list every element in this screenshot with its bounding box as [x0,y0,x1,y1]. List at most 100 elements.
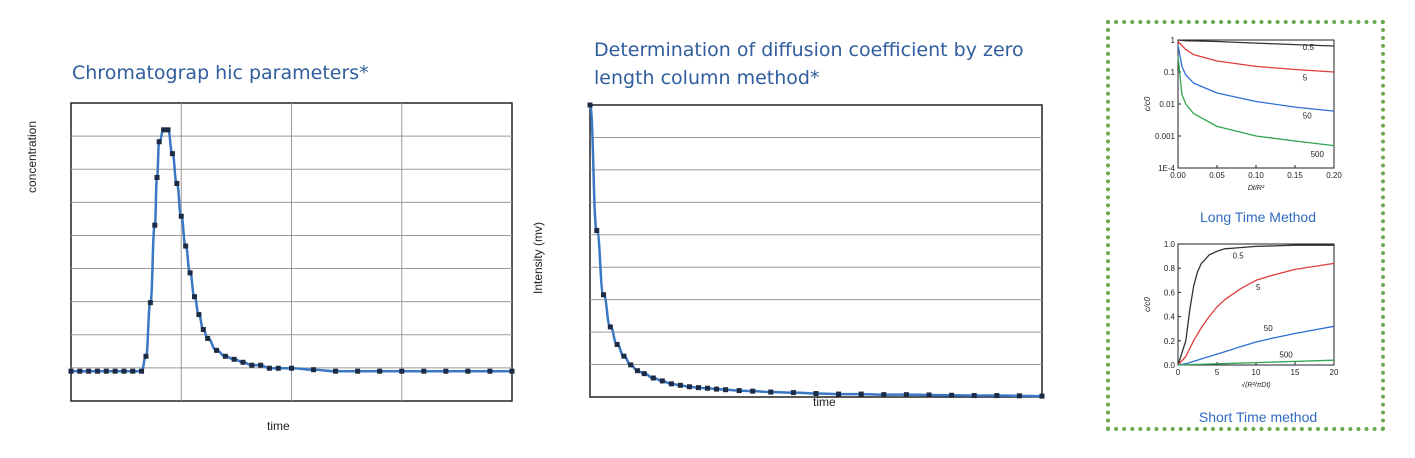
data-point [258,362,264,368]
series-line-500 [1177,56,1335,147]
data-point [601,292,607,298]
y-tick-label: 1E-4 [1158,164,1175,173]
diffusion-zlc-chart [587,102,1045,399]
data-point [68,368,74,374]
y-axis-label: c/c0 [1143,297,1152,312]
data-point [790,390,796,396]
data-point [465,368,471,374]
data-point [614,341,620,347]
x-tick-label: 0 [1176,368,1181,377]
data-point [121,368,127,374]
data-point [650,375,656,381]
data-point [1016,393,1022,399]
data-point [152,222,158,228]
data-point [705,385,711,391]
data-point [112,368,118,374]
data-point [750,388,756,394]
data-point [587,102,593,108]
x-tick-label: 0.00 [1170,171,1186,180]
data-point [196,312,202,318]
series-line-5 [1177,41,1335,73]
data-point [634,368,640,374]
data-point [949,392,955,398]
data-point [77,368,83,374]
x-tick-label: 15 [1291,368,1300,377]
series-label: 5 [1256,283,1261,292]
data-point [1039,393,1045,399]
x-tick-label: 0.05 [1209,171,1225,180]
data-point [94,368,100,374]
series-line-5 [1177,262,1335,366]
data-point [695,385,701,391]
chart1-xlabel: time [267,419,290,433]
x-axis-label: √(R²/πDt) [1241,381,1271,389]
data-point [509,368,515,374]
data-point [169,151,175,157]
data-point [205,335,211,341]
data-point [355,368,361,374]
x-tick-label: 0.20 [1326,171,1342,180]
data-point [621,353,627,359]
y-tick-label: 0.0 [1164,361,1176,370]
series-line-0-5 [1177,244,1334,366]
long-time-method-caption: Long Time Method [1200,209,1316,225]
series-line-500 [1177,359,1335,366]
data-point [240,359,246,365]
chart1-ylabel: concentration [25,120,39,194]
x-tick-label: 10 [1252,368,1261,377]
data-point [311,367,317,373]
series-label: 50 [1303,112,1312,121]
data-point [903,392,909,398]
data-point [289,365,294,371]
chart2-xlabel: time [813,395,836,409]
data-point [130,368,136,374]
plot-frame [589,104,1043,398]
data-point [178,213,184,219]
chromatographic-chart [68,102,515,402]
series-label: 5 [1303,73,1308,82]
data-point [641,371,647,377]
method-comparison-panel [1106,20,1385,431]
data-point [723,387,729,393]
x-tick-label: 20 [1330,368,1339,377]
data-point [139,368,145,374]
chart1-title: Chromatograp hic parameters* [72,62,369,84]
data-point [161,127,167,133]
data-point [266,365,272,371]
data-point [333,368,339,374]
y-tick-label: 0.8 [1164,264,1176,273]
data-point [143,353,149,359]
x-axis-label: Dt/R² [1248,185,1265,192]
chart2-title: Determination of diffusion coefficient b… [594,39,1024,89]
data-point [174,180,180,186]
data-point [926,392,932,398]
y-tick-label: 0.01 [1159,100,1175,109]
data-point [659,378,665,384]
series-line-50 [1177,325,1335,366]
data-point [275,365,281,371]
data-point [994,393,1000,399]
data-point [736,388,742,394]
data-point [487,368,493,374]
data-point [881,392,887,398]
series-label: 0.5 [1303,43,1315,52]
data-point [399,368,405,374]
data-point [677,382,683,388]
data-point [165,127,171,133]
x-tick-label: 0.15 [1287,171,1303,180]
data-point [668,381,674,387]
data-point [858,391,864,397]
data-point [200,326,206,332]
data-point [249,362,255,368]
data-point [836,391,842,397]
data-point [231,356,237,362]
data-point [214,347,220,353]
series-line-50 [1177,44,1335,112]
data-point [222,353,228,359]
series-label: 500 [1279,351,1293,360]
data-point [443,368,449,374]
x-tick-label: 0.10 [1248,171,1264,180]
series-label: 0.5 [1233,252,1245,261]
data-point [628,362,634,368]
y-tick-label: 0.1 [1164,68,1176,77]
